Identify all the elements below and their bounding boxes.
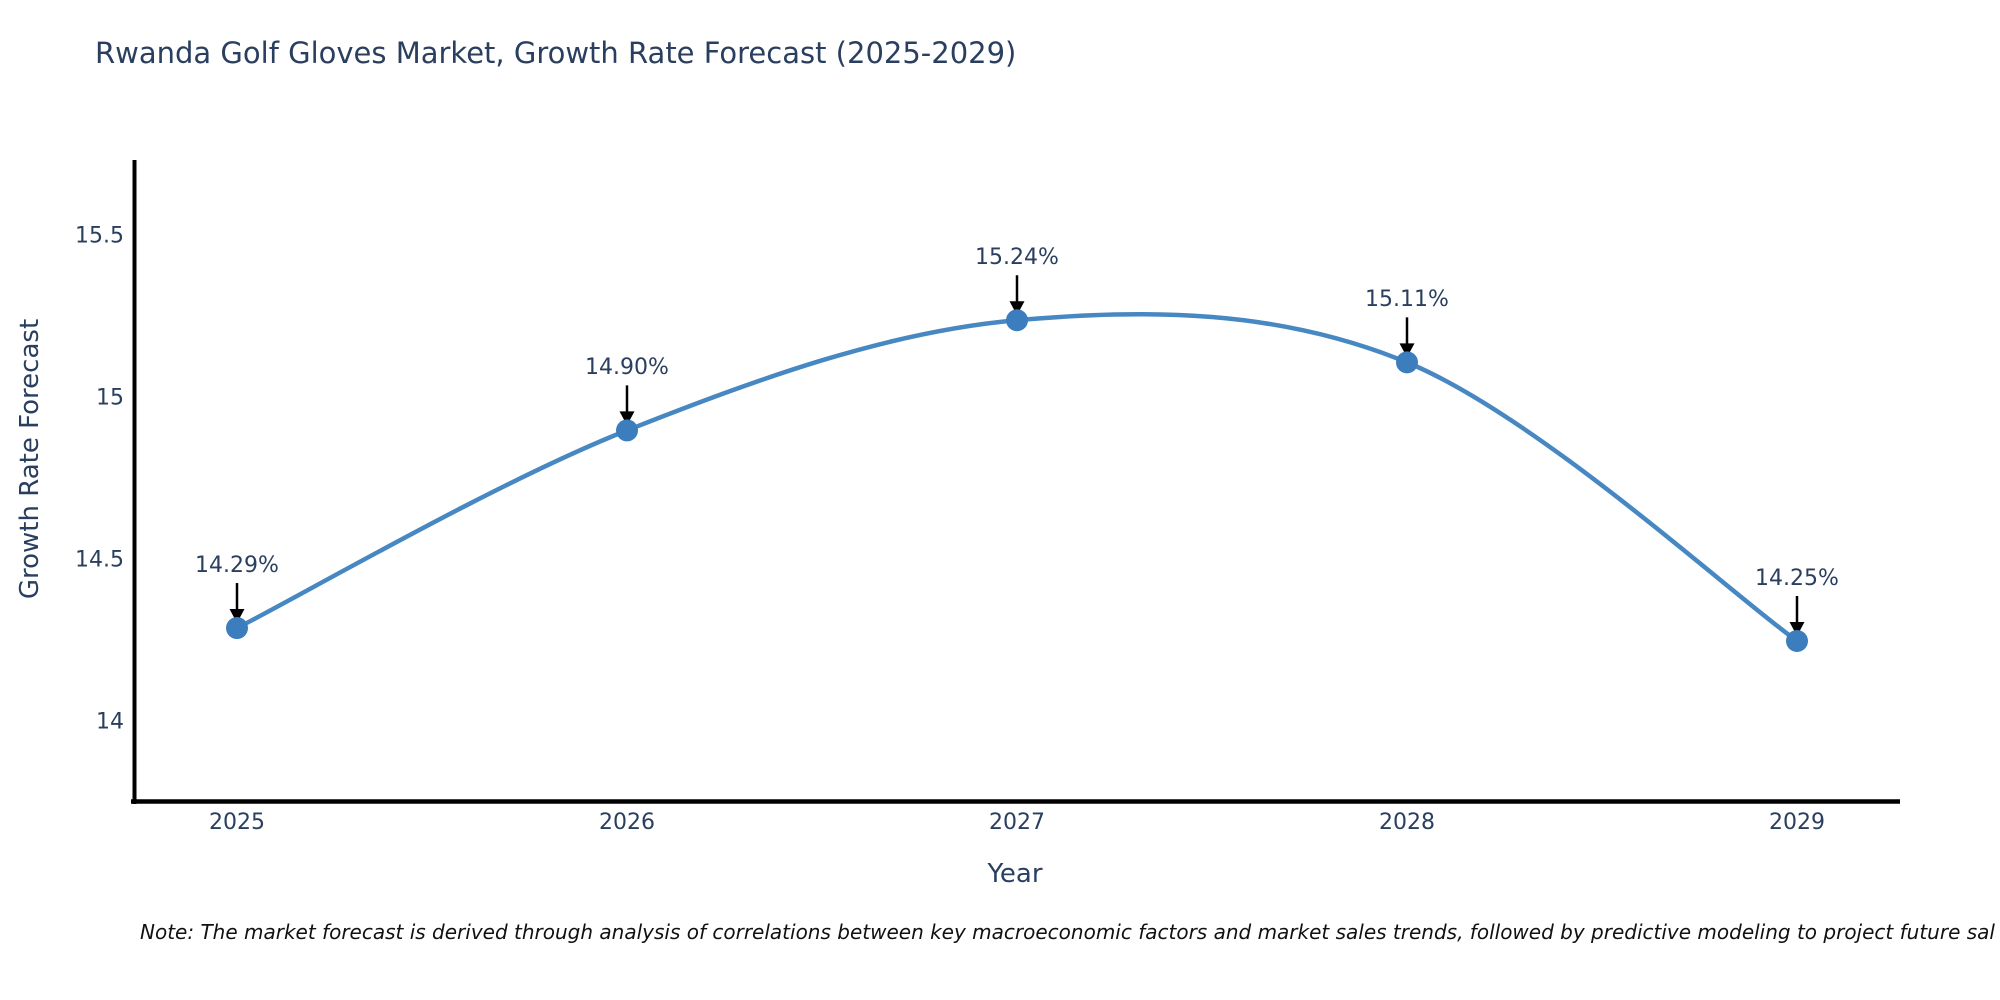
annotation-arrow-head [619, 411, 635, 426]
chart-title: Rwanda Golf Gloves Market, Growth Rate F… [95, 36, 1017, 70]
data-point-value-label: 15.24% [975, 245, 1059, 271]
annotation-arrow-head [1009, 301, 1025, 316]
annotation-arrow-head [1399, 343, 1415, 358]
footnote: Note: The market forecast is derived thr… [140, 920, 1995, 944]
annotation-arrow-head [1789, 622, 1805, 636]
data-point-value-label: 15.11% [1365, 287, 1449, 313]
data-point-marker [616, 419, 638, 442]
y-tick-label: 14 [96, 709, 124, 735]
data-point-marker [1006, 309, 1028, 332]
annotation-arrow-head [229, 609, 245, 624]
data-point-marker [1396, 351, 1418, 374]
data-point-value-label: 14.25% [1755, 566, 1839, 591]
data-point-value-label: 14.90% [585, 355, 669, 381]
data-point-value-label: 14.29% [195, 553, 279, 579]
x-tick-label: 2025 [209, 810, 265, 835]
x-tick-label: 2029 [1769, 810, 1825, 835]
x-tick-label: 2026 [599, 810, 655, 835]
data-point-marker [1786, 630, 1808, 652]
y-tick-label: 15.5 [75, 223, 124, 249]
y-tick-label: 14.5 [75, 547, 124, 573]
x-tick-label: 2028 [1379, 810, 1435, 835]
data-point-marker [226, 617, 248, 640]
trend-line [234, 311, 1800, 644]
y-tick-label: 15 [96, 385, 124, 411]
x-axis-title: Year [987, 859, 1043, 889]
x-tick-label: 2027 [989, 810, 1045, 835]
